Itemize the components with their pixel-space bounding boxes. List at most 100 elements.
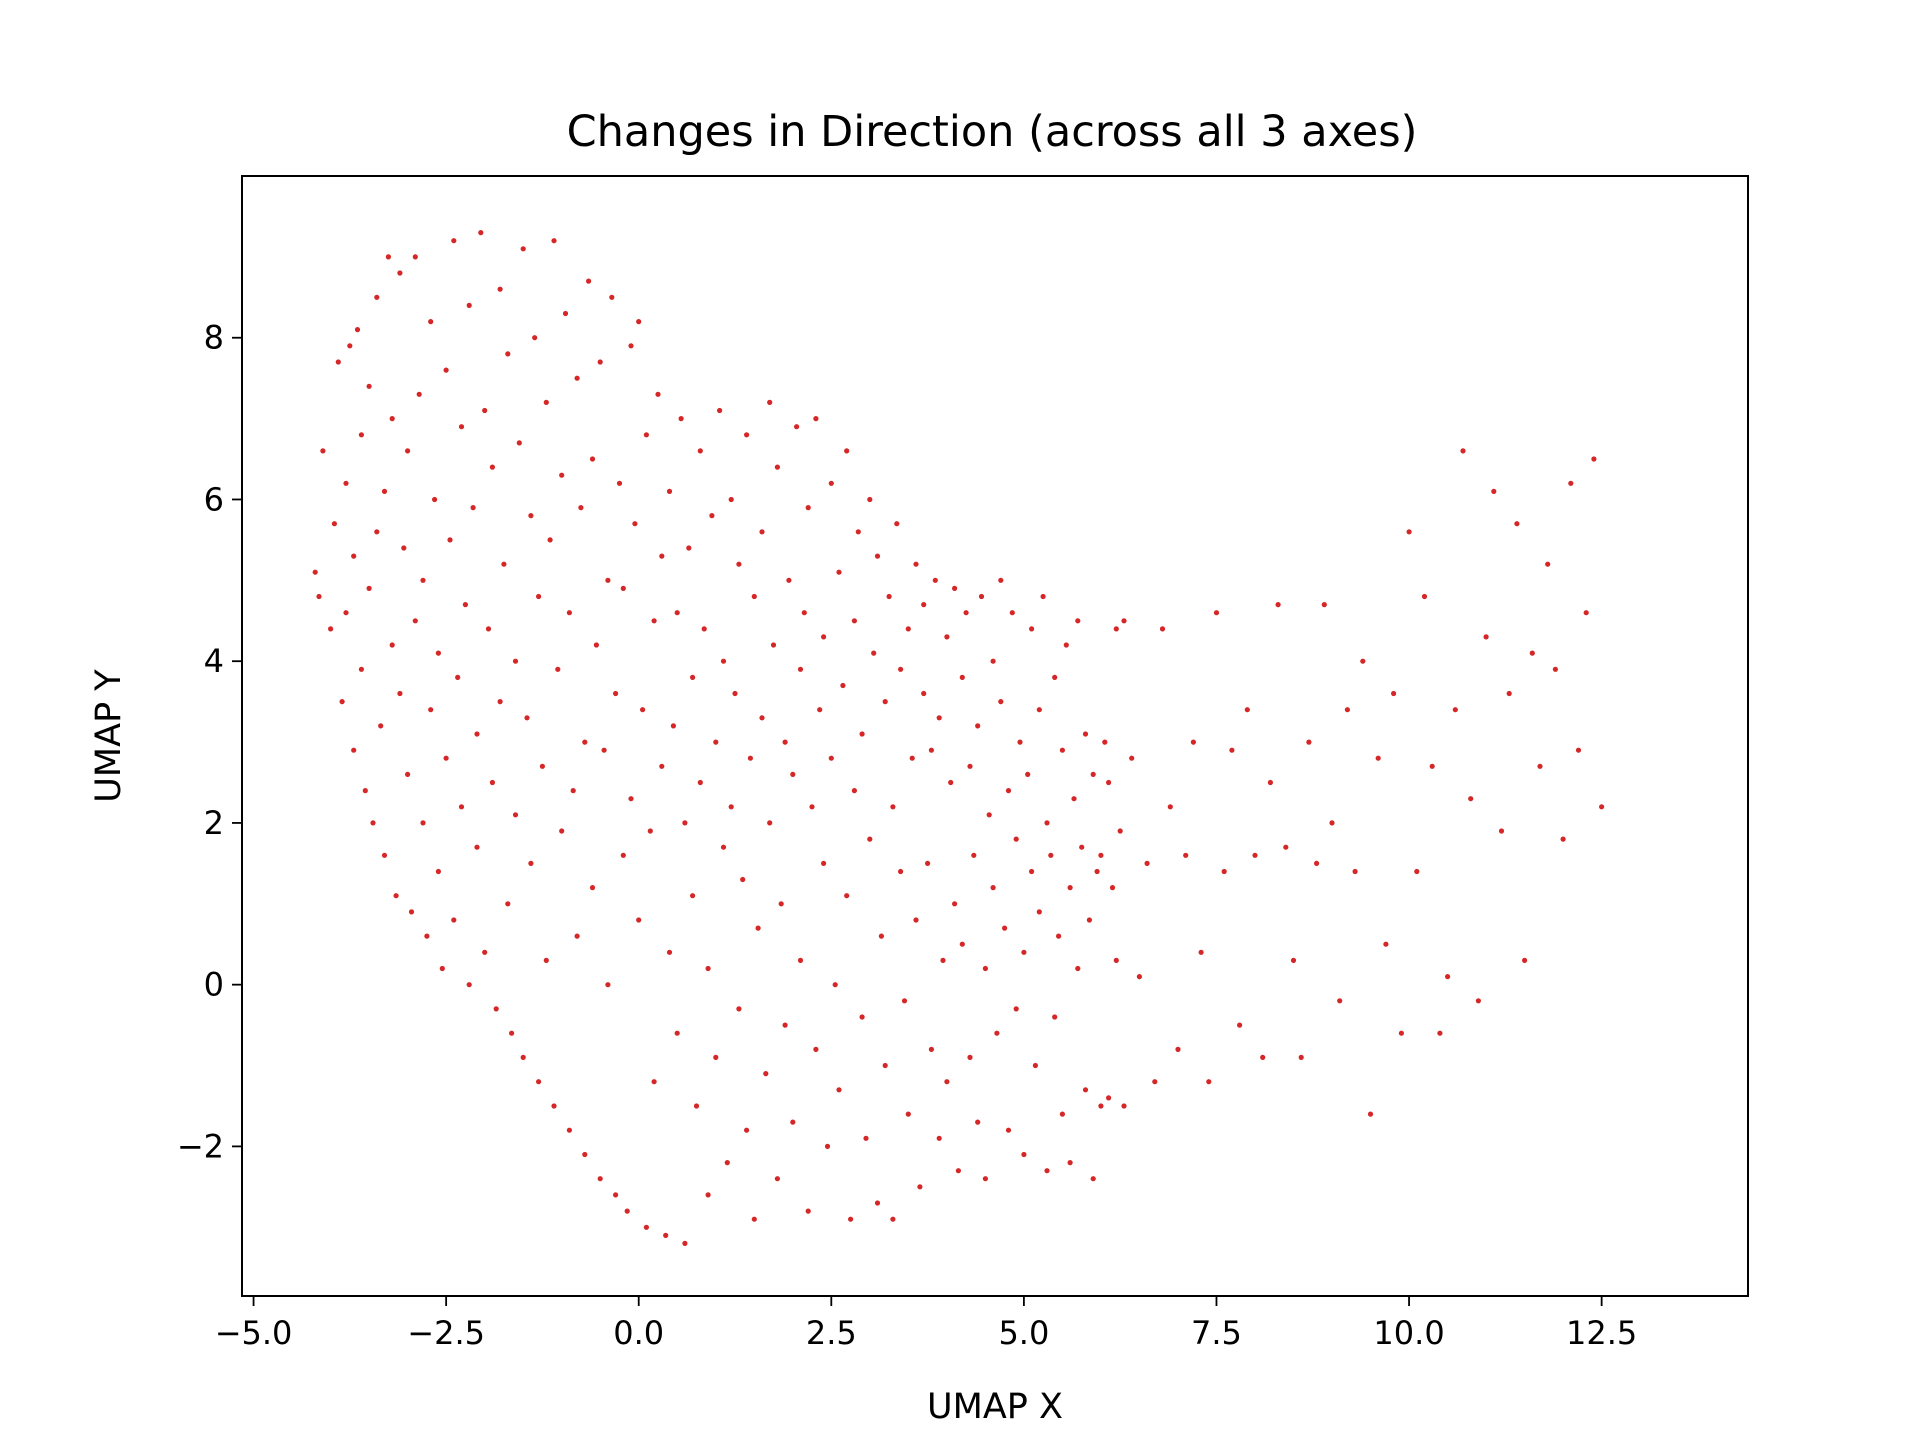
scatter-point	[674, 610, 680, 616]
scatter-point	[744, 432, 750, 438]
scatter-point	[1421, 593, 1428, 600]
scatter-point	[740, 876, 746, 883]
scatter-point	[975, 1119, 981, 1125]
scatter-point	[686, 545, 692, 551]
scatter-point	[1290, 957, 1297, 964]
scatter-point	[1121, 1103, 1127, 1109]
scatter-point	[1059, 747, 1065, 753]
scatter-point	[458, 804, 465, 810]
scatter-point	[605, 982, 611, 988]
scatter-point	[551, 238, 557, 244]
scatter-point	[358, 666, 364, 672]
scatter-point	[582, 739, 588, 745]
scatter-point	[678, 416, 684, 422]
scatter-point	[871, 650, 877, 656]
scatter-point	[682, 820, 688, 826]
scatter-point	[963, 610, 969, 616]
scatter-point	[759, 529, 765, 535]
scatter-point	[1575, 747, 1582, 753]
scatter-point	[1036, 707, 1042, 713]
scatter-point	[543, 399, 549, 405]
scatter-point	[1452, 707, 1458, 713]
scatter-point	[378, 723, 384, 729]
scatter-point	[898, 666, 904, 672]
scatter-point	[836, 1087, 842, 1093]
scatter-point	[813, 416, 819, 422]
scatter-point	[1063, 642, 1069, 648]
y-axis-label: UMAP Y	[89, 669, 129, 803]
scatter-point	[1175, 1046, 1181, 1052]
scatter-point	[701, 626, 707, 632]
scatter-point	[489, 779, 495, 786]
scatter-point	[443, 367, 449, 373]
scatter-point	[520, 246, 526, 252]
scatter-point	[998, 577, 1004, 583]
scatter-point	[316, 593, 322, 600]
scatter-point	[713, 1054, 719, 1060]
scatter-point	[828, 755, 834, 761]
scatter-point	[343, 480, 349, 486]
scatter-point	[867, 496, 873, 503]
scatter-point	[874, 553, 881, 559]
scatter-point	[778, 901, 784, 907]
scatter-point	[1117, 828, 1123, 834]
scatter-point	[674, 1030, 680, 1036]
scatter-point	[782, 739, 788, 745]
x-tick-label: 12.5	[1566, 1314, 1637, 1352]
scatter-point	[1082, 731, 1089, 737]
scatter-point	[809, 804, 815, 810]
scatter-point	[759, 715, 765, 721]
scatter-point	[574, 375, 580, 381]
scatter-point	[844, 448, 850, 454]
scatter-point	[982, 1176, 989, 1182]
scatter-point	[782, 1022, 788, 1028]
scatter-point	[790, 771, 796, 778]
scatter-point	[1445, 974, 1451, 980]
scatter-point	[863, 1135, 869, 1141]
scatter-point	[397, 270, 403, 276]
scatter-point	[416, 391, 422, 397]
scatter-point	[844, 893, 850, 899]
scatter-point	[1591, 456, 1597, 462]
scatter-point	[497, 699, 503, 705]
scatter-point	[632, 521, 638, 527]
scatter-point	[882, 1062, 888, 1069]
scatter-point	[1537, 763, 1543, 769]
scatter-point	[1109, 885, 1116, 891]
scatter-point	[682, 1240, 688, 1246]
scatter-point	[339, 699, 345, 705]
y-tick-label: 8	[204, 319, 224, 357]
scatter-point	[1098, 852, 1104, 858]
scatter-point	[1275, 602, 1281, 608]
scatter-point	[366, 585, 372, 592]
scatter-point	[1560, 836, 1566, 842]
scatter-point	[890, 804, 896, 810]
scatter-point	[1075, 618, 1081, 624]
scatter-point	[1036, 909, 1042, 915]
scatter-point	[821, 860, 827, 867]
scatter-point	[512, 658, 519, 664]
scatter-point	[1483, 634, 1489, 640]
scatter-point	[1522, 957, 1528, 964]
scatter-point	[485, 626, 492, 632]
scatter-point	[628, 796, 634, 802]
scatter-point	[358, 432, 364, 438]
scatter-point	[690, 674, 696, 681]
scatter-point	[1314, 860, 1320, 867]
scatter-point	[697, 448, 703, 454]
scatter-point	[613, 690, 619, 697]
scatter-point	[574, 933, 580, 939]
scatter-point	[1391, 690, 1397, 697]
scatter-point	[528, 513, 534, 519]
scatter-point	[1552, 666, 1558, 672]
scatter-point	[620, 852, 626, 858]
x-tick-label: 5.0	[998, 1314, 1049, 1352]
scatter-point	[1206, 1079, 1212, 1085]
scatter-point	[1529, 650, 1535, 656]
scatter-point	[559, 472, 565, 478]
scatter-point	[562, 310, 569, 317]
scatter-point	[640, 707, 646, 713]
scatter-point	[536, 1079, 542, 1085]
scatter-point	[1360, 658, 1366, 664]
